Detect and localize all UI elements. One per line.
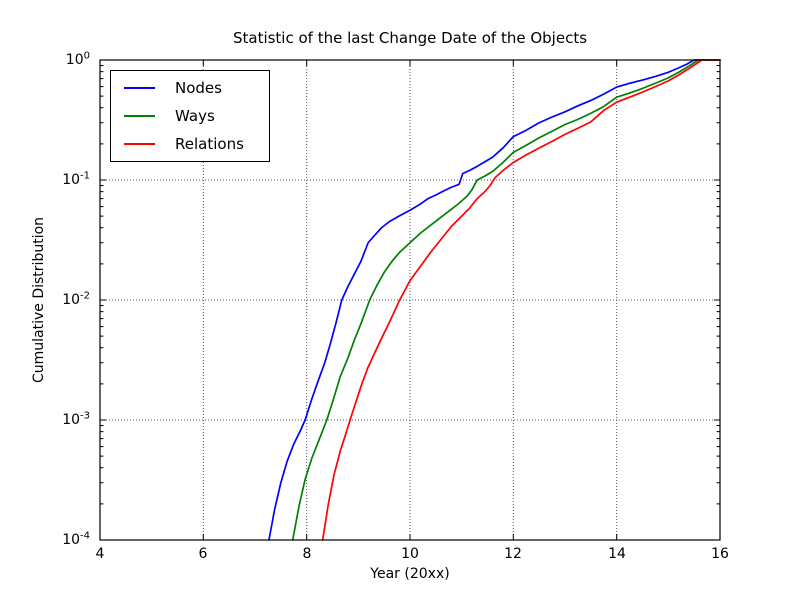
legend: Nodes Ways Relations <box>110 70 270 162</box>
legend-item-nodes: Nodes <box>124 79 269 97</box>
x-tick-label: 8 <box>302 546 312 562</box>
x-tick-label: 10 <box>401 546 419 562</box>
chart-title: Statistic of the last Change Date of the… <box>232 29 588 47</box>
x-axis-label: Year (20xx) <box>370 566 450 582</box>
legend-item-ways: Ways <box>124 107 269 125</box>
x-tick-label: 16 <box>711 546 729 562</box>
x-tick-label: 6 <box>198 546 208 562</box>
nodes-line-swatch <box>124 87 155 89</box>
legend-label: Ways <box>175 107 215 125</box>
y-tick-label: 10-4 <box>62 530 90 548</box>
y-tick-label: 10-1 <box>62 170 90 188</box>
relations-line-swatch <box>124 143 155 145</box>
y-tick-label: 100 <box>65 50 90 68</box>
y-tick-label: 10-3 <box>62 410 90 428</box>
y-tick-label: 10-2 <box>62 290 90 308</box>
y-axis-label: Cumulative Distribution <box>31 216 47 384</box>
legend-label: Nodes <box>175 79 222 97</box>
x-tick-label: 4 <box>95 546 105 562</box>
ways-line-swatch <box>124 115 155 117</box>
x-tick-label: 14 <box>608 546 626 562</box>
legend-item-relations: Relations <box>124 135 269 153</box>
legend-label: Relations <box>175 135 244 153</box>
x-tick-label: 12 <box>504 546 522 562</box>
